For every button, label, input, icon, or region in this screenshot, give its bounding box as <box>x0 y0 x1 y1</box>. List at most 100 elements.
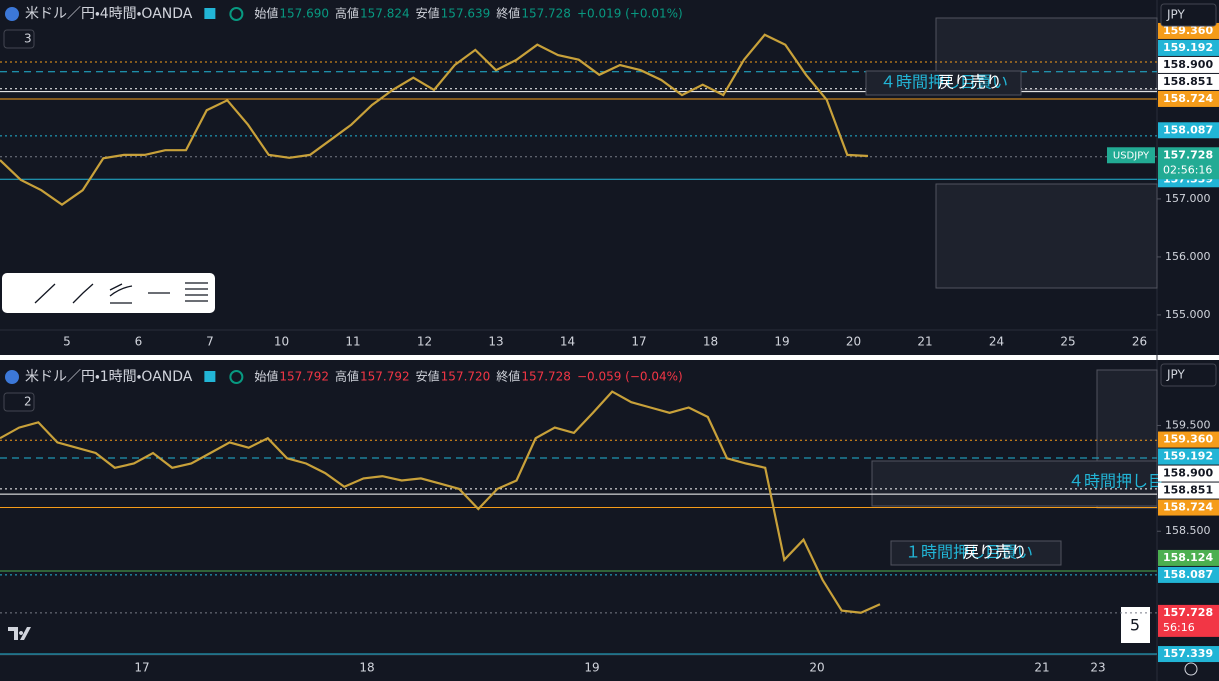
ohlc-value: 157.728 <box>521 7 571 21</box>
x-tick-label: 17 <box>134 661 149 675</box>
annotation-overlay: 戻り売り <box>963 543 1027 562</box>
price-label-bg <box>1158 549 1219 566</box>
bookmark-icon <box>204 8 216 19</box>
price-label: 159.192 <box>1163 41 1213 54</box>
price-label-bg <box>1158 604 1219 637</box>
price-label: 159.360 <box>1163 433 1213 446</box>
ohlc-label: 安値 <box>416 369 440 384</box>
ohlc-label: 終値 <box>496 369 520 384</box>
status-dot <box>229 7 244 21</box>
x-tick-label: 26 <box>1132 335 1147 349</box>
y-tick-label: 157.000 <box>1165 192 1211 205</box>
horizontal-line-tool[interactable] <box>185 282 208 302</box>
x-tick-label: 18 <box>359 661 374 675</box>
x-tick-label: 23 <box>1090 661 1105 675</box>
logo <box>8 627 31 640</box>
price-label-bg <box>1158 22 1219 39</box>
price-label: 158.724 <box>1163 501 1213 514</box>
price-label: 158.087 <box>1163 568 1213 581</box>
price-label-bg <box>1158 73 1219 90</box>
ohlc-label: 始値 <box>254 369 278 384</box>
countdown: 02:56:16 <box>1163 163 1212 176</box>
ohlc-label: 高値 <box>335 369 359 384</box>
zone-box <box>871 460 1158 507</box>
x-tick-label: 20 <box>846 335 861 349</box>
ohlc-label: 始値 <box>254 6 278 21</box>
ohlc-value: 157.690 <box>279 7 329 21</box>
currency-bg[interactable] <box>1160 3 1217 27</box>
drawing-toolbar <box>2 273 215 313</box>
symbol-title: 米ドル／円・4時間・OANDA <box>25 6 193 22</box>
annotation-text: ４時間押し目 <box>1068 472 1164 491</box>
ray-tool[interactable] <box>72 283 94 304</box>
price-label-bg <box>1158 39 1219 56</box>
x-tick-label: 11 <box>345 335 360 349</box>
price-label: 159.360 <box>1163 24 1213 37</box>
currency: JPY <box>1166 368 1186 382</box>
ohlc-value: 157.639 <box>441 7 491 21</box>
settings-button[interactable] <box>1184 662 1198 676</box>
change-value: +0.019 (+0.01%) <box>577 7 683 21</box>
price-label-bg <box>1158 482 1219 499</box>
price-label-bg <box>1158 147 1219 180</box>
x-tick-label: 17 <box>631 335 646 349</box>
status-dot <box>229 370 244 384</box>
y-tick-label: 155.000 <box>1165 308 1211 321</box>
y-tick-label: 156.000 <box>1165 250 1211 263</box>
x-tick-label: 21 <box>1034 661 1049 675</box>
price-label: 157.339 <box>1163 647 1213 660</box>
ohlc-value: 157.792 <box>279 370 329 384</box>
price-label-bg <box>1158 499 1219 516</box>
x-tick-label: 24 <box>989 335 1004 349</box>
ohlc-value: 157.720 <box>441 370 491 384</box>
trend-line-tool[interactable] <box>34 283 56 304</box>
ohlc-label: 高値 <box>335 6 359 21</box>
price-label: 157.728 <box>1163 606 1213 619</box>
price-label: 158.124 <box>1163 551 1213 564</box>
currency-bg[interactable] <box>1160 363 1217 387</box>
price-label-bg <box>1158 90 1219 107</box>
x-tick-label: 21 <box>917 335 932 349</box>
annotation-bg <box>890 540 1062 566</box>
price-label: 158.087 <box>1163 123 1213 136</box>
ohlc-value: 157.824 <box>360 7 410 21</box>
toolbar-bg <box>2 273 215 313</box>
x-tick-label: 20 <box>809 661 824 675</box>
price-label-bg <box>1158 431 1219 448</box>
annotation-overlay: 戻り売り <box>938 73 1002 92</box>
price-line <box>0 390 881 614</box>
interval-badge-bg[interactable] <box>3 392 35 412</box>
fib-tool[interactable] <box>109 283 133 304</box>
currency: JPY <box>1166 8 1186 22</box>
ohlc-value: 157.728 <box>521 370 571 384</box>
price-label: 158.851 <box>1163 484 1213 497</box>
y-tick-label: 159.500 <box>1165 418 1211 431</box>
interval-badge: 3 <box>24 32 32 46</box>
annotation-text: １時間押し目買い <box>905 543 1033 562</box>
price-label: 158.724 <box>1163 92 1213 105</box>
interval-badge-bg[interactable] <box>3 29 35 49</box>
ohlc-label: 終値 <box>496 6 520 21</box>
x-tick-label: 12 <box>417 335 432 349</box>
x-tick-label: 10 <box>274 335 289 349</box>
countdown: 56:16 <box>1163 621 1195 634</box>
price-label: 158.851 <box>1163 75 1213 88</box>
corner-badge: 5 <box>1130 616 1140 635</box>
ohlc-value: 157.792 <box>360 370 410 384</box>
y-tick-label: 158.500 <box>1165 524 1211 537</box>
annotation-text: ４時間押し目買い <box>880 73 1008 92</box>
x-tick-label: 14 <box>560 335 575 349</box>
price-label-bg <box>1158 566 1219 583</box>
symbol-tag-bg <box>1107 147 1155 164</box>
price-label-bg <box>1158 56 1219 73</box>
price-label-bg <box>1158 448 1219 465</box>
x-tick-label: 19 <box>774 335 789 349</box>
x-tick-label: 5 <box>63 335 71 349</box>
price-label: 158.900 <box>1163 58 1213 71</box>
annotation-bg <box>865 70 1022 96</box>
price-label-bg <box>1158 122 1219 139</box>
price-label: 158.900 <box>1163 467 1213 480</box>
symbol-title: 米ドル／円・1時間・OANDA <box>25 369 193 385</box>
x-tick-label: 18 <box>703 335 718 349</box>
